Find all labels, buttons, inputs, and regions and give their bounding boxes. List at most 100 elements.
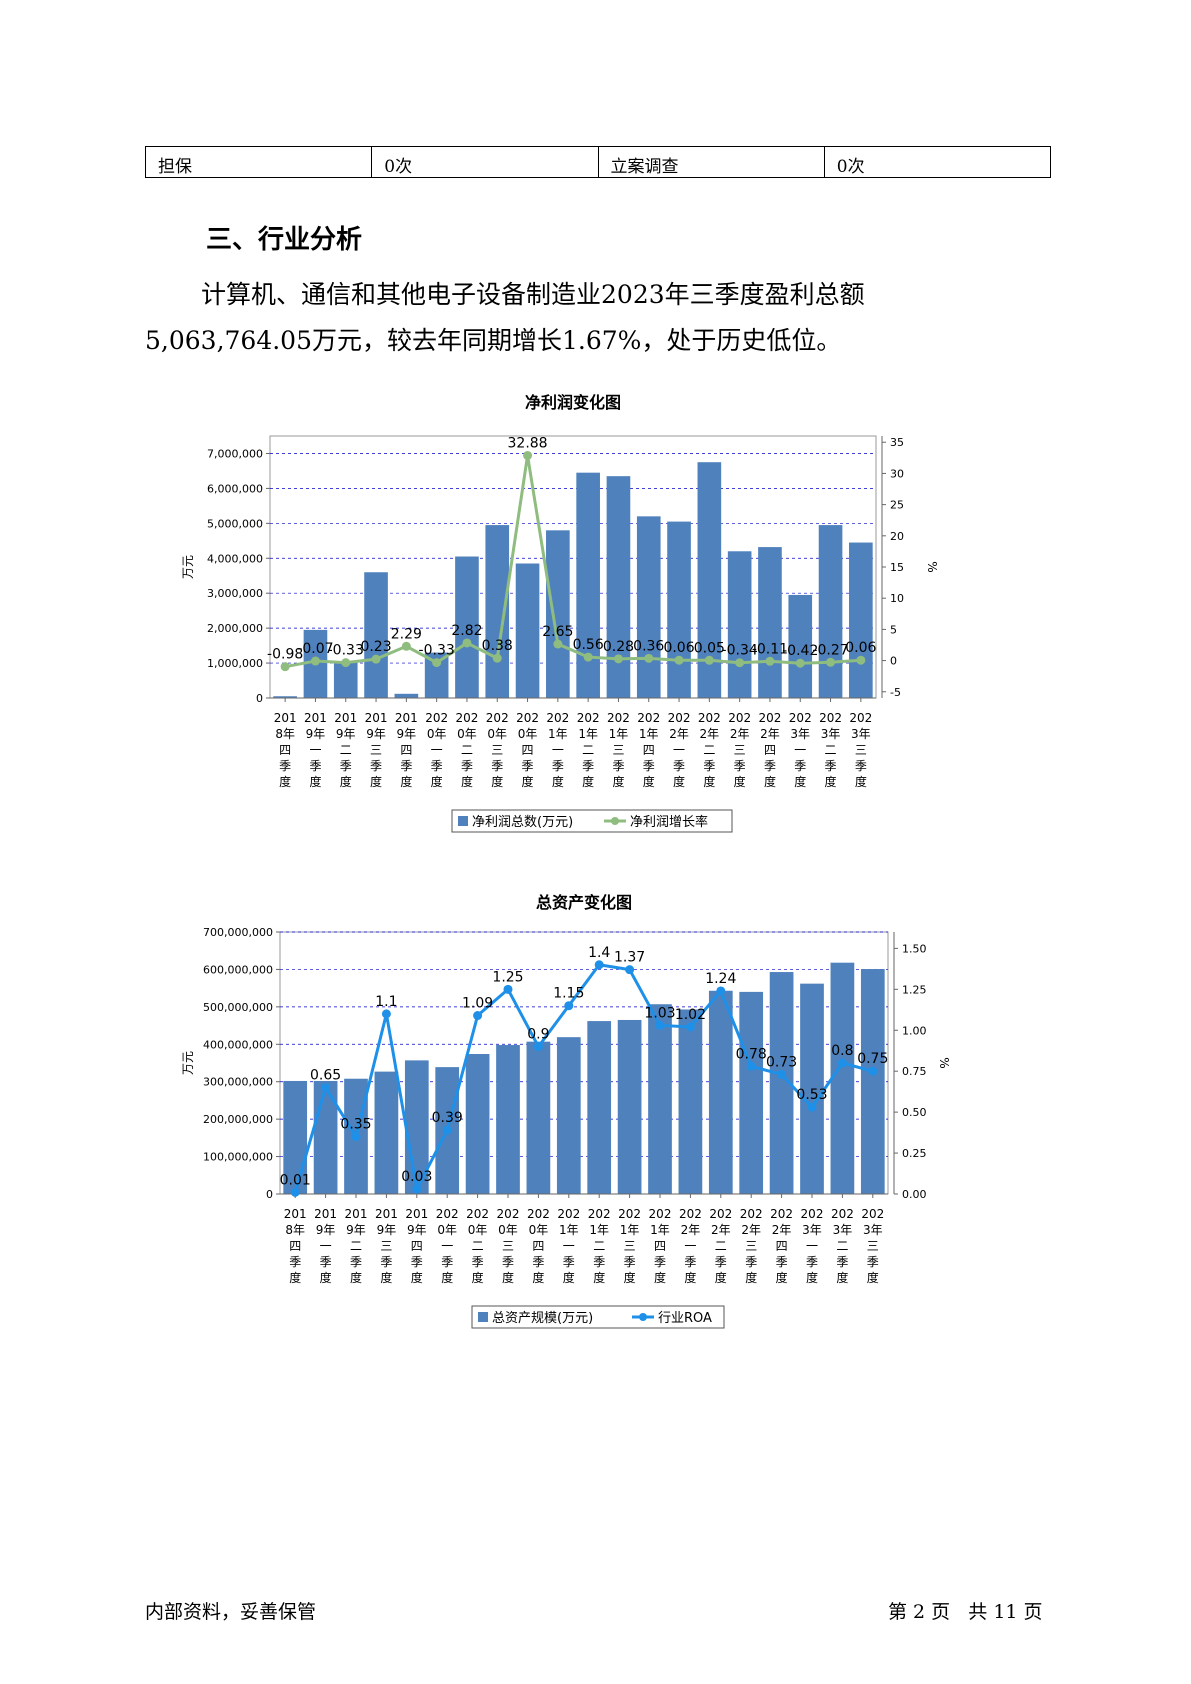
x-tick-label: 季 <box>654 1255 666 1269</box>
x-tick-label: 一 <box>320 1239 332 1253</box>
y-tick-label: 0 <box>266 1188 273 1201</box>
x-tick-label: 度 <box>431 774 443 789</box>
data-label: 0.01 <box>280 1172 311 1188</box>
footer-note: 内部资料，妥善保管 <box>145 1601 317 1623</box>
x-tick-label: 季 <box>855 759 867 773</box>
x-tick-label: 度 <box>745 1270 757 1285</box>
x-tick-label: 季 <box>552 759 564 773</box>
x-tick-label: 季 <box>867 1255 879 1269</box>
series-point <box>716 986 726 996</box>
y-axis-title: 万元 <box>181 1051 195 1075</box>
x-tick-label: 度 <box>411 1270 423 1285</box>
x-tick-label: 202 <box>819 711 842 725</box>
x-tick-label: 三 <box>734 743 746 757</box>
x-tick-label: 度 <box>684 1270 696 1285</box>
data-label: 0.36 <box>633 638 664 654</box>
x-tick-label: 202 <box>728 711 751 725</box>
x-tick-label: 202 <box>607 711 630 725</box>
x-tick-label: 202 <box>770 1207 793 1221</box>
x-tick-label: 季 <box>532 1255 544 1269</box>
series-point <box>553 639 563 649</box>
x-tick-label: 1年 <box>578 727 598 741</box>
y2-axis-title: % <box>937 1057 951 1068</box>
bar <box>667 521 691 698</box>
y-tick-label: 700,000,000 <box>203 926 273 939</box>
x-tick-label: 3年 <box>790 727 810 741</box>
x-tick-label: 201 <box>274 711 297 725</box>
data-label: 2.65 <box>542 624 573 640</box>
x-tick-label: 季 <box>794 759 806 773</box>
x-tick-label: 季 <box>684 1255 696 1269</box>
x-tick-label: 度 <box>552 774 564 789</box>
bar <box>788 594 813 698</box>
x-tick-label: 9年 <box>407 1223 427 1237</box>
table-row: 担保 0次 立案调查 0次 <box>144 146 1052 178</box>
x-tick-label: 三 <box>745 1239 757 1253</box>
y2-tick-label: 5 <box>890 623 897 636</box>
x-tick-label: 季 <box>279 759 291 773</box>
total-assets-chart: 总资产变化图 0 100,000,000 200,000,000 300,000,000… <box>181 893 951 1329</box>
x-tick-label: 8年 <box>275 727 295 741</box>
bar <box>515 563 540 698</box>
legend-swatch-bar <box>458 816 468 826</box>
x-tick-label: 9年 <box>346 1223 366 1237</box>
x-tick-label: 四 <box>643 743 655 757</box>
bar <box>636 516 661 698</box>
y-tick-label: 7,000,000 <box>207 447 263 460</box>
x-tick-label: 季 <box>431 759 443 773</box>
x-tick-label: 季 <box>411 1255 423 1269</box>
x-tick-label: 2年 <box>711 1223 731 1237</box>
x-tick-label: 三 <box>855 743 867 757</box>
paragraph-line: 5,063,764.05万元，较去年同期增长1.67%，处于历史低位。 <box>145 326 842 355</box>
bar <box>697 462 722 698</box>
x-tick-label: 二 <box>582 743 594 757</box>
data-label: 1.02 <box>675 1007 706 1023</box>
x-tick-label: 三 <box>502 1239 514 1253</box>
x-tick-label: 三 <box>370 743 382 757</box>
x-tick-label: 9年 <box>366 727 386 741</box>
x-tick-label: 三 <box>380 1239 392 1253</box>
bar <box>455 556 479 698</box>
y2-axis-title: % <box>925 561 939 572</box>
x-tick-label: 1年 <box>559 1223 579 1237</box>
x-tick-label: 0年 <box>487 727 507 741</box>
data-label: 0.23 <box>360 639 391 655</box>
x-tick-label: 一 <box>806 1239 818 1253</box>
x-tick-label: 2年 <box>730 727 750 741</box>
y2-tick-label: -5 <box>890 686 901 699</box>
x-tick-label: 季 <box>320 1255 332 1269</box>
x-tick-label: 202 <box>516 711 539 725</box>
x-tick-label: 一 <box>673 743 685 757</box>
x-tick-label: 二 <box>715 1239 727 1253</box>
x-tick-label: 二 <box>836 1239 848 1253</box>
x-tick-label: 202 <box>861 1207 884 1221</box>
y2-tick-label: 30 <box>890 467 904 480</box>
series-point <box>704 655 714 665</box>
y-tick-label: 600,000,000 <box>203 963 273 976</box>
x-tick-label: 四 <box>764 743 776 757</box>
series-point <box>341 658 351 668</box>
x-tick-label: 季 <box>400 759 412 773</box>
data-label: 0.06 <box>845 640 876 656</box>
x-tick-label: 度 <box>654 1270 666 1285</box>
x-tick-label: 二 <box>703 743 715 757</box>
bar <box>648 1004 672 1194</box>
bar <box>800 983 824 1194</box>
legend-box <box>451 809 733 833</box>
data-label: 0.53 <box>796 1087 827 1103</box>
x-tick-label: 二 <box>593 1239 605 1253</box>
x-tick-label: 202 <box>831 1207 854 1221</box>
data-label: -0.42 <box>782 643 818 659</box>
x-tick-label: 202 <box>740 1207 763 1221</box>
x-tick-label: 3年 <box>802 1223 822 1237</box>
x-tick-label: 季 <box>289 1255 301 1269</box>
series-point <box>795 658 805 668</box>
x-tick-label: 度 <box>309 774 321 789</box>
x-tick-label: 201 <box>334 711 357 725</box>
y2-tick-label: 1.25 <box>902 983 927 996</box>
data-label: 1.24 <box>705 971 736 987</box>
x-tick-label: 度 <box>522 774 534 789</box>
data-label: 1.03 <box>644 1005 675 1021</box>
x-tick-label: 四 <box>289 1239 301 1253</box>
x-tick-label: 季 <box>745 1255 757 1269</box>
